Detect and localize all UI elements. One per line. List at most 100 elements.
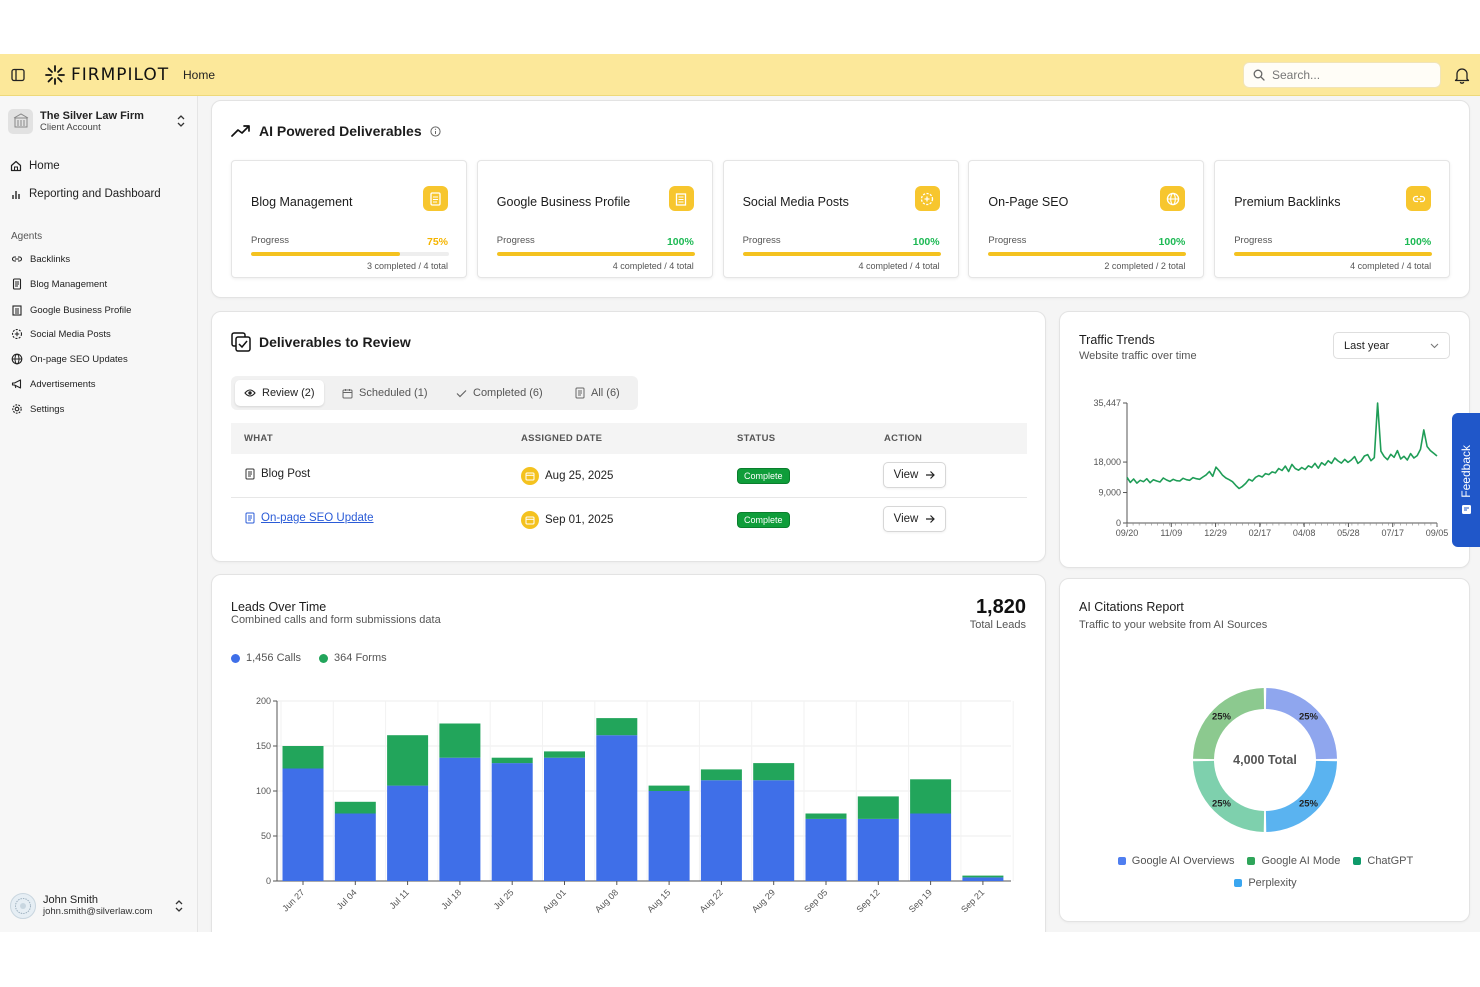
deliverable-tile[interactable]: Social Media Posts Progress 100% 4 complete… (722, 160, 959, 278)
legend-chatgpt: ChatGPT (1353, 855, 1413, 867)
view-button[interactable]: View (883, 506, 946, 532)
deliverable-tile[interactable]: Blog Management Progress 75% 3 completed / … (231, 160, 467, 278)
traffic-title: Traffic Trends (1079, 333, 1155, 347)
bar-forms[interactable] (962, 875, 1004, 878)
sidebar-item-settings[interactable]: Settings (11, 401, 191, 417)
deliverable-title: Google Business Profile (496, 195, 631, 209)
bar-calls[interactable] (387, 785, 429, 881)
feedback-tab[interactable]: Feedback (1452, 413, 1480, 547)
chevron-up-down-icon (174, 899, 184, 913)
x-tick-label: Jul 11 (387, 887, 411, 911)
account-type: Client Account (40, 121, 101, 133)
globe-icon (1160, 186, 1186, 211)
view-button[interactable]: View (883, 462, 946, 488)
sidebar-item-backlinks[interactable]: Backlinks (11, 251, 191, 267)
document-icon (245, 468, 255, 480)
row-what-link[interactable]: On-page SEO Update (261, 512, 374, 524)
leads-title: Leads Over Time (231, 600, 327, 614)
breadcrumb[interactable]: Home (183, 68, 216, 82)
legend-swatch (1234, 879, 1243, 887)
donut-slice[interactable] (1193, 688, 1265, 760)
y-tick-label: 0 (266, 876, 271, 886)
column-header-assigned-date: ASSIGNED DATE (521, 433, 603, 444)
bar-forms[interactable] (439, 723, 481, 758)
chevron-down-icon (1430, 343, 1439, 349)
legend-google-ai-overviews: Google AI Overviews (1117, 855, 1234, 867)
bar-forms[interactable] (544, 751, 585, 758)
y-tick-label: 18,000 (1093, 457, 1121, 467)
bar-calls[interactable] (334, 813, 376, 882)
sidebar-item-social-media-posts[interactable]: Social Media Posts (11, 326, 191, 342)
bell-icon[interactable] (1452, 65, 1472, 85)
bar-forms[interactable] (282, 746, 324, 769)
user-menu[interactable]: John Smith john.smith@silverlaw.com (10, 890, 190, 922)
sidebar-item-home[interactable]: Home (10, 156, 190, 176)
trending-up-icon (231, 124, 251, 138)
column-header-action: ACTION (884, 433, 923, 444)
sidebar-item-google-business-profile[interactable]: Google Business Profile (11, 302, 191, 318)
app-frame: FIRMPILOT Home The Silver Law Firm Clien… (0, 54, 1480, 932)
y-tick-label: 35,447 (1093, 398, 1121, 408)
bar-calls[interactable] (805, 818, 847, 881)
bar-forms[interactable] (700, 769, 742, 781)
bar-forms[interactable] (805, 813, 847, 819)
tab-review[interactable]: Review (2) (235, 380, 324, 406)
citations-legend: Google AI Overviews Google AI Mode ChatG… (1060, 855, 1471, 889)
sidebar-item-reporting[interactable]: Reporting and Dashboard (10, 184, 190, 204)
tab-scheduled[interactable]: Scheduled (1) (333, 380, 437, 406)
y-tick-label: 0 (1116, 518, 1121, 528)
bar-calls[interactable] (439, 757, 481, 881)
bar-calls[interactable] (700, 780, 742, 881)
donut-slice[interactable] (1265, 760, 1337, 832)
bar-forms[interactable] (596, 718, 638, 736)
sidebar-toggle-icon[interactable] (10, 67, 26, 83)
bar-calls[interactable] (753, 780, 795, 881)
deliverable-tile[interactable]: On-Page SEO Progress 100% 2 completed / 2 t… (968, 160, 1205, 278)
bar-forms[interactable] (648, 785, 690, 791)
search-input[interactable] (1272, 68, 1432, 82)
bar-calls[interactable] (491, 763, 533, 881)
donut-slice[interactable] (1265, 688, 1337, 760)
deliverable-tile[interactable]: Premium Backlinks Progress 100% 4 completed… (1214, 160, 1451, 278)
sidebar-item-label: Settings (30, 403, 65, 415)
progress-percent: 100% (1404, 236, 1432, 248)
search-box[interactable] (1243, 62, 1441, 88)
link-icon (1406, 186, 1432, 211)
tab-completed[interactable]: Completed (6) (447, 380, 552, 406)
bar-calls[interactable] (544, 757, 585, 881)
account-switcher[interactable]: The Silver Law Firm Client Account (8, 106, 190, 136)
sidebar-item-advertisements[interactable]: Advertisements (11, 376, 191, 392)
legend-swatch (1117, 857, 1126, 865)
column-header-what: WHAT (244, 433, 273, 444)
bar-forms[interactable] (387, 735, 429, 786)
sidebar-item-label: Home (29, 160, 60, 172)
bar-forms[interactable] (910, 779, 952, 814)
citations-title: AI Citations Report (1079, 600, 1184, 614)
row-what[interactable]: On-page SEO Update (245, 512, 374, 524)
bar-forms[interactable] (857, 796, 899, 819)
info-icon[interactable] (430, 125, 441, 137)
total-leads-label: Total Leads (969, 619, 1026, 631)
progress-fill (742, 252, 941, 256)
brand-logo[interactable]: FIRMPILOT (45, 64, 169, 86)
traffic-chart: 35,447 18,000 9,000 009/20 11/09 12/29 02/17 04… (1093, 398, 1448, 538)
progress-label: Progress (496, 235, 535, 246)
sidebar-item-blog-management[interactable]: Blog Management (11, 276, 191, 292)
view-button-label: View (893, 513, 919, 525)
deliverable-tile[interactable]: Google Business Profile Progress 100% 4 com… (476, 160, 713, 278)
bar-calls[interactable] (910, 813, 952, 882)
bar-forms[interactable] (334, 801, 376, 814)
tab-all[interactable]: All (6) (566, 380, 629, 406)
bar-forms[interactable] (753, 763, 795, 781)
bar-calls[interactable] (962, 877, 1004, 881)
bar-calls[interactable] (282, 768, 324, 882)
range-select[interactable]: Last year (1333, 332, 1450, 359)
progress-percent: 75% (426, 236, 448, 248)
bar-forms[interactable] (491, 757, 533, 764)
sidebar-item-on-page-seo-updates[interactable]: On-page SEO Updates (11, 351, 191, 367)
bar-calls[interactable] (857, 818, 899, 881)
bar-calls[interactable] (596, 735, 638, 881)
legend-google-ai-mode: Google AI Mode (1247, 855, 1340, 867)
donut-slice[interactable] (1193, 760, 1265, 832)
bar-calls[interactable] (648, 791, 690, 881)
